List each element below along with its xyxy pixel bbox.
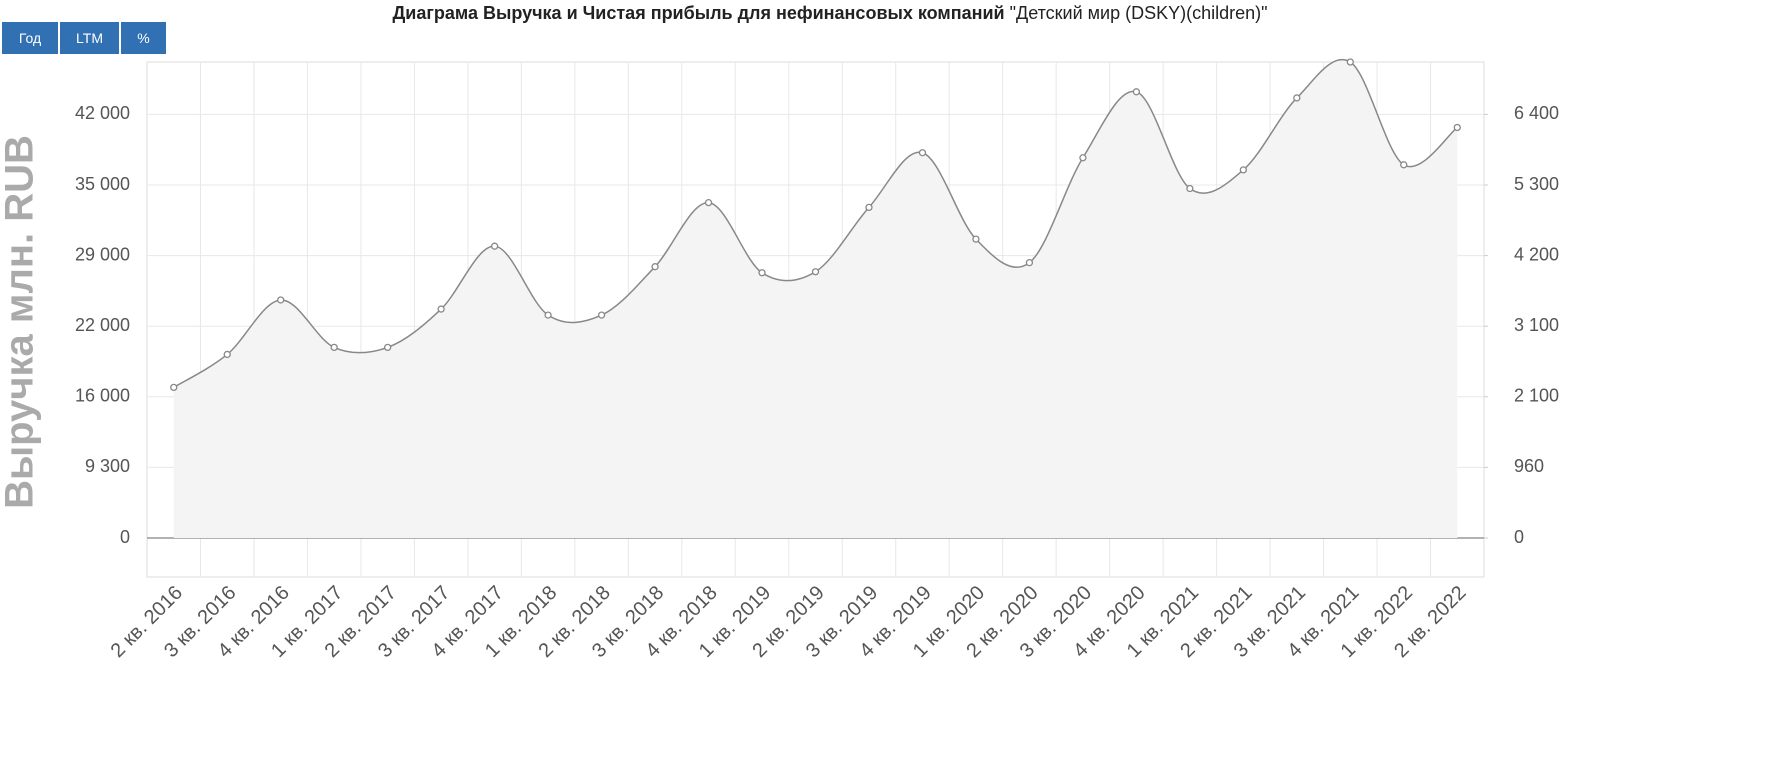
point: [918, 149, 927, 157]
point: [223, 350, 231, 359]
y-tick-label: 42 000: [75, 103, 130, 123]
y2-tick-label: 4 200: [1514, 244, 1559, 264]
y-tick-label: 16 000: [75, 386, 130, 406]
y2-tick-label: 2 100: [1514, 386, 1559, 406]
y2-tick-label: 960: [1514, 456, 1544, 476]
point: [972, 235, 980, 243]
point: [704, 198, 713, 207]
y-tick-label: 29 000: [75, 244, 130, 264]
line: [173, 58, 1458, 389]
point: [384, 343, 392, 352]
point: [1346, 58, 1354, 66]
point: [1186, 184, 1194, 193]
button[interactable]: %: [121, 22, 166, 54]
point: [1239, 166, 1247, 174]
point: [758, 269, 766, 277]
point: [1079, 154, 1087, 162]
point: [490, 242, 499, 250]
point: [170, 383, 178, 392]
point: [277, 296, 285, 304]
point: [437, 305, 445, 313]
y2-tick-label: 6 400: [1514, 103, 1559, 123]
point: [597, 311, 606, 319]
y2-tick-label: 3 100: [1514, 315, 1559, 335]
area: [173, 59, 1458, 539]
point: [330, 343, 338, 352]
y2-tick-label: 0: [1514, 527, 1524, 547]
point: [1453, 123, 1461, 132]
y-tick-label: 9 300: [85, 456, 130, 476]
point: [651, 263, 659, 271]
plot-frame: [146, 61, 1485, 578]
title-main: Диаграма Выручка и Чистая прибыль для не…: [392, 3, 1004, 23]
button[interactable]: Год: [2, 22, 58, 54]
chart-title: Диаграма Выручка и Чистая прибыль для не…: [392, 3, 1267, 23]
point: [865, 203, 873, 212]
point: [1400, 161, 1408, 169]
button[interactable]: LTM: [60, 22, 119, 54]
y-tick-label: 22 000: [75, 315, 130, 335]
point: [1132, 88, 1141, 96]
y-tick-label: 0: [120, 527, 130, 547]
y-axis-label: Выручка млн. RUB: [0, 135, 42, 509]
point: [544, 311, 552, 319]
y-tick-label: 35 000: [75, 174, 130, 194]
point: [1293, 94, 1301, 102]
point: [811, 268, 820, 276]
y2-tick-label: 5 300: [1514, 174, 1559, 194]
point: [1025, 259, 1034, 267]
title-company: "Детский мир (DSKY)(children)": [1010, 3, 1268, 23]
